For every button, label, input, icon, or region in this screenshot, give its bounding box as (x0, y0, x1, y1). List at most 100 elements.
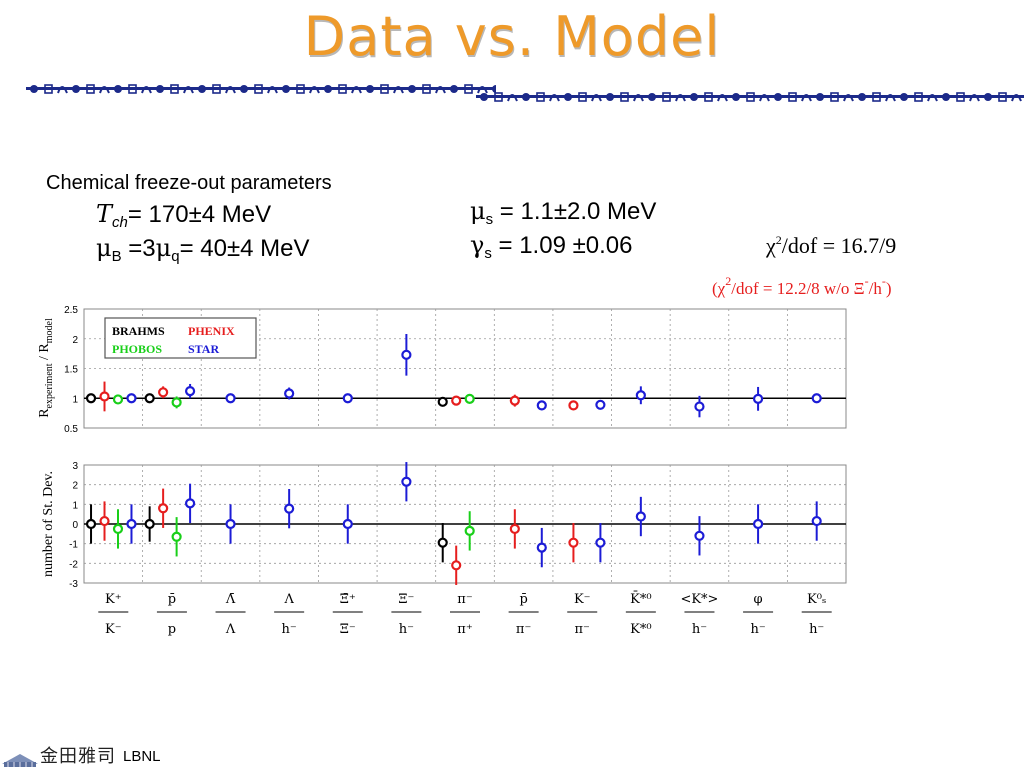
data-point (595, 399, 606, 410)
x-category-numerator: Ξ̄⁺ (340, 592, 356, 607)
band-ornament (675, 94, 686, 102)
x-category-denominator: π⁻ (575, 622, 590, 637)
data-point (171, 531, 182, 542)
band-ornament (578, 92, 587, 102)
building-logo-icon (2, 754, 38, 767)
x-category-denominator: h⁻ (692, 622, 707, 637)
tch-value: = 170±4 MeV (127, 201, 272, 228)
y-tick-label: 2 (72, 335, 78, 346)
x-category-numerator: K̄*⁰ (630, 591, 651, 607)
band-ornament (422, 84, 431, 94)
band-ornament (267, 86, 278, 94)
band-ornament (536, 92, 545, 102)
data-point (85, 393, 97, 404)
x-category-denominator: Ξ⁻ (340, 622, 356, 637)
band-ornament (492, 85, 496, 93)
legend-entry-star: STAR (188, 342, 219, 356)
x-category-denominator: Λ (225, 622, 236, 637)
x-category-denominator: K⁻ (105, 622, 122, 637)
x-category-denominator: π⁻ (516, 622, 531, 637)
legend-entry-phobos: PHOBOS (112, 342, 162, 356)
y-axis-label-deviation: number of St. Dev. (41, 471, 56, 577)
band-ornament (393, 86, 404, 94)
band-ornament (801, 94, 812, 102)
data-point (509, 395, 520, 406)
band-ornament (366, 85, 374, 93)
data-point (401, 476, 412, 487)
band-ornament (774, 93, 782, 101)
mus-param: μs = 1.1±2.0 MeV (470, 197, 656, 228)
band-ornament (732, 93, 740, 101)
x-category-denominator: h⁻ (750, 622, 765, 637)
band-ornament (591, 94, 602, 102)
chi2-dof: χ2/dof = 16.7/9 (766, 233, 896, 259)
band-ornament (254, 84, 263, 94)
band-ornament (477, 86, 488, 94)
data-point (536, 542, 547, 553)
data-point (99, 391, 110, 402)
band-ornament (114, 85, 122, 93)
mus-symbol: μ (470, 197, 486, 225)
mub-mid: =3 (121, 235, 156, 262)
y-tick-label: 1 (72, 394, 78, 405)
data-point (99, 515, 110, 527)
band-ornament (282, 85, 290, 93)
data-point (509, 523, 520, 535)
chi2-sup2: - (864, 274, 869, 288)
y-axis-label-ratio: Rexperiment / Rmodel (37, 318, 55, 418)
x-category-numerator: K⁺ (105, 592, 122, 607)
band-ornament (99, 86, 110, 94)
x-category-numerator: p̄ (519, 592, 527, 607)
data-point (112, 394, 124, 405)
data-point (694, 530, 705, 541)
band-ornament (914, 92, 923, 102)
band-ornament (858, 93, 866, 101)
decorative-band-lower (476, 86, 1024, 108)
data-point (437, 537, 448, 548)
y-tick-label: -3 (69, 579, 78, 590)
band-ornament (816, 93, 824, 101)
data-point (568, 400, 579, 411)
band-ornament (351, 86, 362, 94)
band-ornament (830, 92, 839, 102)
y-tick-label: 2.5 (64, 305, 78, 316)
x-category-label: K̄*⁰ K*⁰ (625, 591, 656, 637)
x-category-numerator: φ (754, 592, 763, 607)
band-ornament (885, 94, 896, 102)
tch-subscript: ch (112, 214, 128, 231)
legend: BRAHMS PHENIX PHOBOS STAR (104, 317, 257, 359)
data-point (752, 518, 764, 530)
band-ornament (480, 93, 488, 101)
data-point (112, 523, 124, 535)
band-ornament (998, 92, 1007, 102)
data-point (568, 537, 579, 548)
band-ornament (900, 93, 908, 101)
band-ornament (788, 92, 797, 102)
band-ornament (44, 84, 53, 94)
mub-subscript: B (111, 248, 122, 265)
data-point (811, 515, 822, 527)
x-category-label: Ξ̄⁺ Ξ⁻ (332, 592, 363, 637)
band-ornament (606, 93, 614, 101)
x-category-label: Ξ⁻ h⁻ (391, 592, 422, 637)
x-category-denominator: h⁻ (282, 622, 297, 637)
band-ornament (240, 85, 248, 93)
band-ornament (156, 85, 164, 93)
gammas-value: = 1.09 ±0.06 (498, 232, 633, 259)
band-ornament (717, 94, 728, 102)
band-ornament (1011, 94, 1022, 102)
chi2-tail: /h (868, 279, 882, 298)
data-point (342, 518, 353, 530)
muq-subscript: q (171, 248, 180, 265)
data-point (635, 511, 646, 522)
band-ornament (956, 92, 965, 102)
tch-param: Tch= 170±4 MeV (96, 200, 271, 231)
band-ornament (198, 85, 206, 93)
chi-symbol: χ (766, 233, 776, 258)
band-ornament (843, 94, 854, 102)
mus-value: = 1.1±2.0 MeV (499, 198, 657, 225)
x-category-numerator: Λ̄ (225, 592, 236, 607)
x-category-numerator: Ξ⁻ (398, 592, 414, 607)
chi2-prefix: (χ (712, 279, 726, 298)
band-ornament (141, 86, 152, 94)
